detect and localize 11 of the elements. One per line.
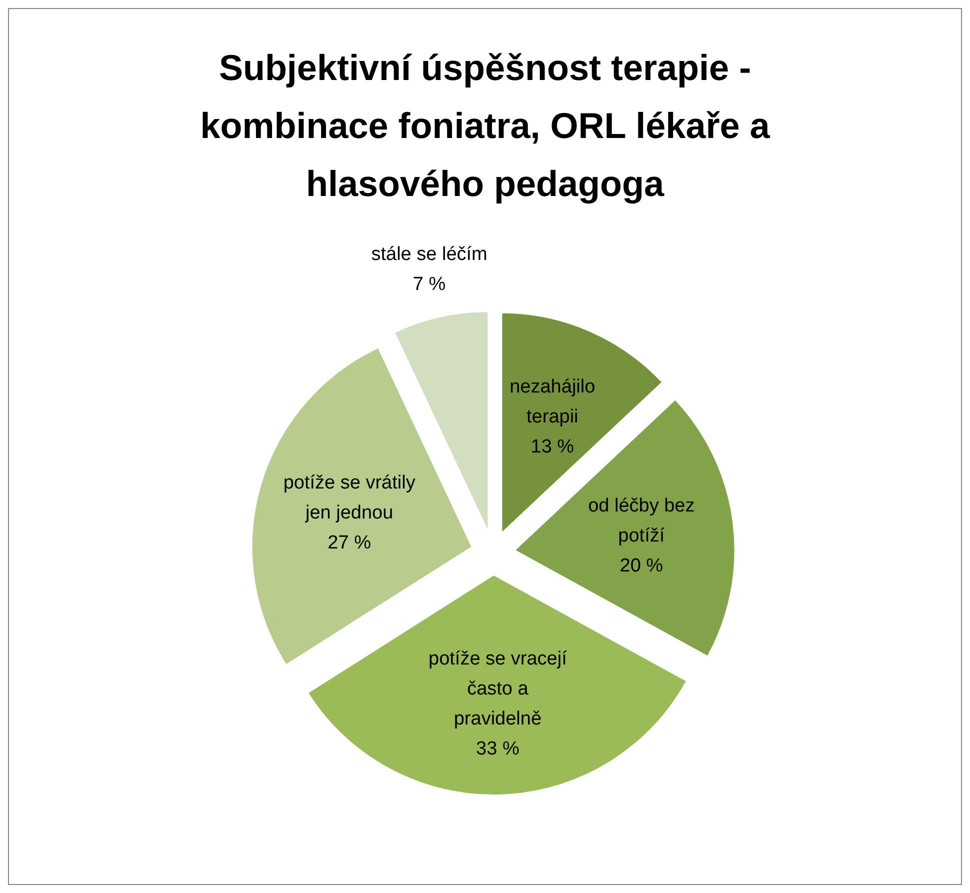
data-label: 33 % xyxy=(476,738,520,760)
slice-label: nezahájilo terapii xyxy=(510,376,596,428)
slice-label: potíže se vrátily jen jednou xyxy=(283,472,416,524)
data-label: 7 % xyxy=(412,274,446,296)
slice-label: od léčby bez potíží xyxy=(588,495,695,546)
data-label: 20 % xyxy=(620,555,664,576)
slice-label: potíže se vracejí často a pravidelně xyxy=(428,648,568,730)
data-label: 27 % xyxy=(328,532,372,554)
chart-title: Subjektivní úspěšnost terapie - kombinace foniatra, ORL lékaře a hlasového pedagoga xyxy=(200,47,771,204)
slice-label: stále se léčím xyxy=(371,244,488,266)
data-label: 13 % xyxy=(530,436,574,458)
